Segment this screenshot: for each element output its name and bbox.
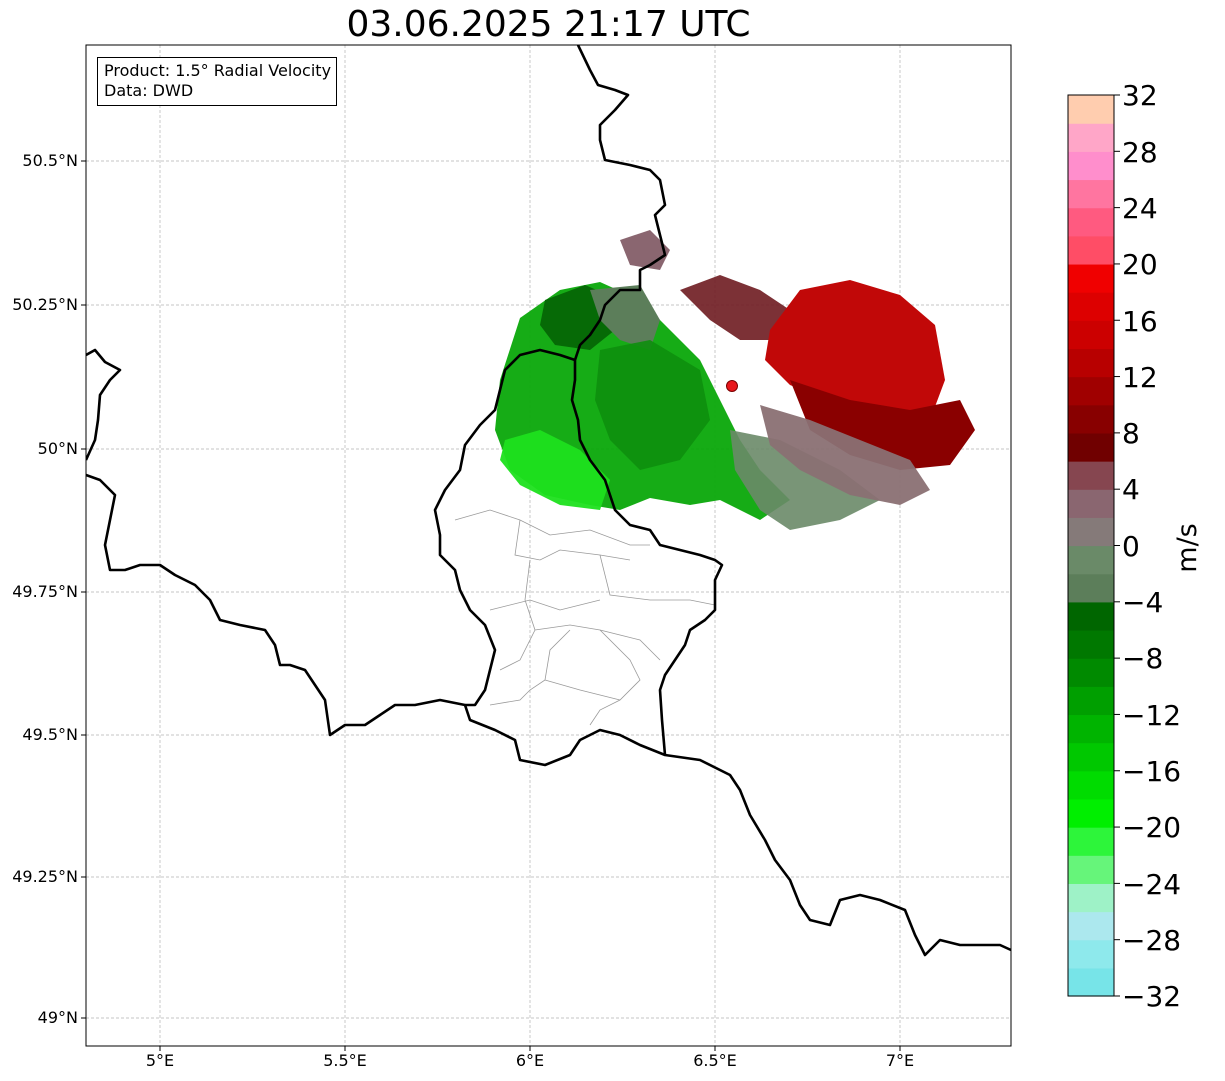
colorbar-tick-label: −20 <box>1122 811 1182 844</box>
border-fr-south <box>463 704 1011 957</box>
colorbar-tick-label: −8 <box>1122 642 1164 675</box>
product-label: Product: 1.5° Radial Velocity <box>104 61 332 80</box>
colorbar-tick-label: 0 <box>1122 530 1140 563</box>
lat-tick-label: 50°N <box>37 439 78 458</box>
product-info-box: Product: 1.5° Radial Velocity Data: DWD <box>97 57 338 106</box>
map-frame <box>85 44 1012 1047</box>
colorbar-segment <box>1068 855 1114 884</box>
colorbar-segment <box>1068 404 1114 434</box>
colorbar-segment <box>1068 179 1114 209</box>
echo-lightgreen-southwest <box>500 430 610 510</box>
colorbar-segment <box>1068 742 1114 772</box>
border-nl-northwest <box>86 348 122 461</box>
lat-tick-label: 49°N <box>37 1008 78 1027</box>
colorbar-segment <box>1068 714 1114 744</box>
lon-tick-label: 6°E <box>515 1051 545 1070</box>
lat-tick-label: 49.25°N <box>12 867 78 886</box>
colorbar-tick-label: 28 <box>1122 136 1158 169</box>
colorbar-tick-label: 12 <box>1122 361 1158 394</box>
colorbar-segment <box>1068 770 1114 800</box>
colorbar-segment <box>1068 601 1114 631</box>
colorbar-segment <box>1068 573 1114 603</box>
graticule <box>86 45 1011 1046</box>
colorbar-tick-label: −24 <box>1122 868 1182 901</box>
data-source-label: Data: DWD <box>104 81 194 100</box>
colorbar-segment <box>1068 883 1114 913</box>
colorbar-segment <box>1068 827 1114 856</box>
echo-mixed-center <box>595 340 710 470</box>
border-be-lu-west <box>433 348 576 707</box>
lon-tick-label: 7°E <box>885 1051 915 1070</box>
colorbar-segment <box>1068 95 1114 124</box>
colorbar-tick-label: 8 <box>1122 417 1140 450</box>
colorbar-segment <box>1068 207 1114 237</box>
colorbar-segment <box>1068 911 1114 941</box>
echo-red-east <box>765 280 945 420</box>
colorbar-segment <box>1068 235 1114 265</box>
national-borders <box>86 45 1011 957</box>
lat-tick-label: 49.5°N <box>22 725 78 744</box>
colorbar-segment <box>1068 489 1114 518</box>
colorbar-segment <box>1068 432 1114 462</box>
colorbar-segment <box>1068 629 1114 659</box>
map-background <box>86 45 1011 1046</box>
colorbar-tick-label: 32 <box>1122 79 1158 112</box>
echo-greygreen-southeast <box>730 430 880 530</box>
border-fr-be-west <box>86 473 466 737</box>
colorbar <box>1068 95 1114 997</box>
colorbar-tick-label: 20 <box>1122 248 1158 281</box>
lon-tick-label: 6.5°E <box>693 1051 737 1070</box>
colorbar-tick-label: −28 <box>1122 924 1182 957</box>
lat-tick-label: 50.25°N <box>12 295 78 314</box>
colorbar-segment <box>1068 263 1114 293</box>
border-de-be-north <box>570 45 724 756</box>
lon-tick-label: 5.5°E <box>323 1051 367 1070</box>
colorbar-tick-label: 16 <box>1122 305 1158 338</box>
colorbar-tick-label: 24 <box>1122 192 1158 225</box>
admin-boundaries <box>454 509 716 726</box>
lat-tick-label: 50.5°N <box>22 151 78 170</box>
velocity-echoes <box>495 230 975 530</box>
colorbar-segment <box>1068 798 1114 828</box>
colorbar-tick-label: −12 <box>1122 699 1182 732</box>
colorbar-tick-label: −16 <box>1122 755 1182 788</box>
axis-ticks <box>81 160 901 1051</box>
echo-darkred-east <box>790 380 975 470</box>
colorbar-segment <box>1068 939 1114 969</box>
echo-grey-southeast <box>760 405 930 505</box>
colorbar-segment <box>1068 376 1114 406</box>
colorbar-tick-label: −32 <box>1122 980 1182 1013</box>
echo-darkred-north <box>680 275 790 340</box>
map-title: 03.06.2025 21:17 UTC <box>346 4 751 45</box>
colorbar-tick-label: 4 <box>1122 473 1140 506</box>
colorbar-segment <box>1068 658 1114 687</box>
colorbar-segment <box>1068 151 1114 181</box>
colorbar-segment <box>1068 545 1114 575</box>
colorbar-segment <box>1068 461 1114 490</box>
colorbar-segment <box>1068 967 1114 997</box>
colorbar-segment <box>1068 123 1114 152</box>
colorbar-segment <box>1068 292 1114 321</box>
colorbar-unit-label: m/s <box>1172 523 1203 573</box>
colorbar-segment <box>1068 348 1114 378</box>
colorbar-segment <box>1068 320 1114 350</box>
lat-tick-label: 49.75°N <box>12 582 78 601</box>
lon-tick-label: 5°E <box>145 1051 175 1070</box>
colorbar-segment <box>1068 686 1114 716</box>
colorbar-segment <box>1068 517 1114 547</box>
colorbar-tick-marks <box>1114 94 1120 997</box>
colorbar-tick-label: −4 <box>1122 586 1164 619</box>
radar-site-marker <box>726 380 738 392</box>
